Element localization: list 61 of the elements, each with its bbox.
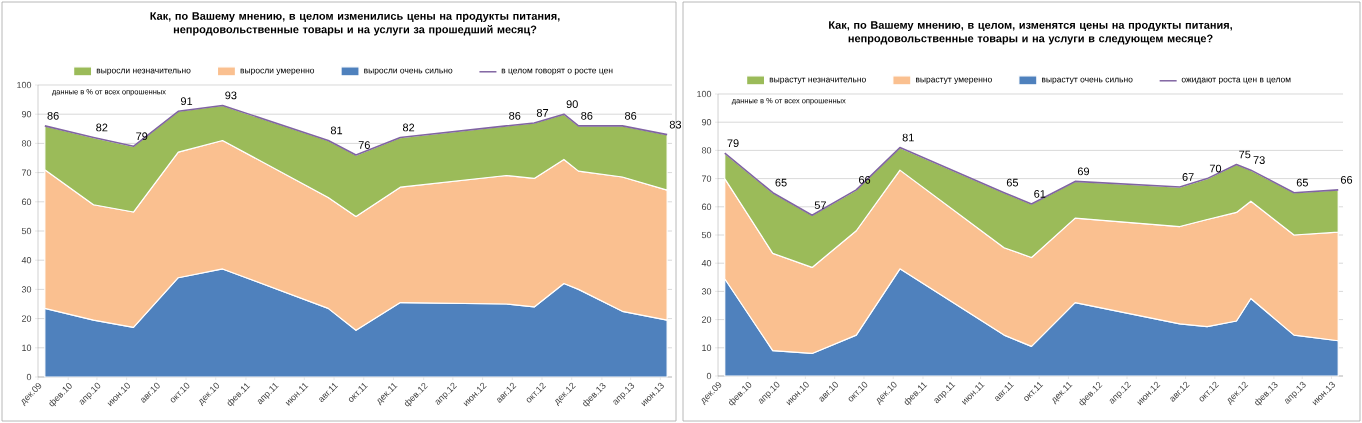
y-tick-label: 90: [21, 111, 32, 118]
y-tick-label: 30: [21, 286, 32, 293]
data-label: 73: [1253, 156, 1265, 164]
data-label: 81: [902, 133, 914, 142]
y-tick-label: 80: [701, 147, 712, 154]
y-tick-label: 30: [701, 288, 712, 295]
line-series: [723, 146, 1340, 217]
data-label: 83: [669, 120, 682, 129]
y-tick-label: 0: [706, 372, 712, 380]
y-tick-label: 20: [21, 315, 32, 322]
y-tick-label: 100: [697, 90, 712, 98]
data-label: 86: [581, 111, 593, 120]
data-label: 81: [330, 126, 343, 135]
legend-label: выросли незначительно: [96, 68, 191, 76]
data-label: 65: [775, 178, 787, 187]
data-label: 87: [536, 109, 549, 117]
data-label: 67: [1182, 173, 1194, 181]
data-label: 90: [566, 100, 578, 108]
y-tick-label: 0: [26, 373, 32, 381]
y-tick-label: 70: [701, 175, 712, 182]
data-label: 79: [136, 132, 148, 141]
legend-label: ожидают роста цен в целом: [1181, 77, 1291, 85]
data-label: 61: [1034, 190, 1046, 198]
y-tick-label: 20: [701, 316, 712, 323]
data-label: 66: [1340, 175, 1353, 184]
data-label: 76: [358, 141, 370, 149]
data-label: 93: [225, 91, 237, 100]
data-label: 69: [1077, 167, 1090, 176]
data-label: 57: [814, 201, 826, 210]
y-tick-label: 60: [701, 203, 712, 210]
y-tick-label: 10: [702, 344, 712, 351]
data-label: 86: [509, 111, 521, 120]
data-label: 65: [1006, 178, 1019, 187]
y-tick-label: 50: [701, 231, 712, 239]
legend-label: вырастут незначительно: [769, 77, 866, 85]
y-tick-label: 40: [21, 257, 32, 264]
y-tick-label: 100: [17, 81, 32, 89]
data-label: 65: [1296, 178, 1308, 187]
y-tick-label: 10: [22, 344, 32, 351]
chart-title: Как, по Вашему мнению, в целом, изменятся цены на продукты питания, непродовольственные товары и на услуги в следующем месяце?: [829, 21, 1232, 45]
y-tick-label: 80: [21, 140, 32, 147]
y-tick-label: 40: [701, 260, 712, 267]
data-label: 82: [402, 123, 415, 132]
data-label: 66: [859, 175, 871, 184]
legend-label: выросли очень сильно: [364, 68, 453, 76]
legend-label: вырастут очень сильно: [1042, 77, 1133, 85]
y-tick-label: 90: [701, 119, 712, 126]
data-label: 82: [96, 123, 108, 132]
legend-label: в целом говорят о росте цен: [501, 68, 613, 76]
y-tick-label: 50: [21, 227, 32, 235]
data-label: 70: [1209, 164, 1222, 173]
y-tick-label: 70: [21, 169, 32, 176]
chart-title: Как, по Вашему мнению, в целом изменились цены на продукты питания, непродовольственные товары и на услуги за прошедший месяц?: [150, 12, 560, 36]
data-label: 86: [625, 111, 637, 120]
data-label: 75: [1239, 150, 1251, 159]
data-label: 86: [47, 111, 59, 120]
legend-label: вырастут умеренно: [916, 77, 992, 85]
data-label: 79: [727, 139, 739, 148]
legend-label: выросли умеренно: [240, 68, 315, 76]
y-tick-label: 60: [21, 198, 32, 205]
data-label: 91: [180, 97, 193, 106]
